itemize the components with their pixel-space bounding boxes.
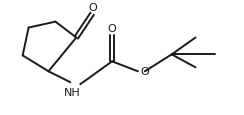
- Text: O: O: [108, 23, 116, 33]
- Text: NH: NH: [64, 87, 81, 97]
- Text: O: O: [89, 3, 98, 13]
- Text: O: O: [140, 67, 149, 77]
